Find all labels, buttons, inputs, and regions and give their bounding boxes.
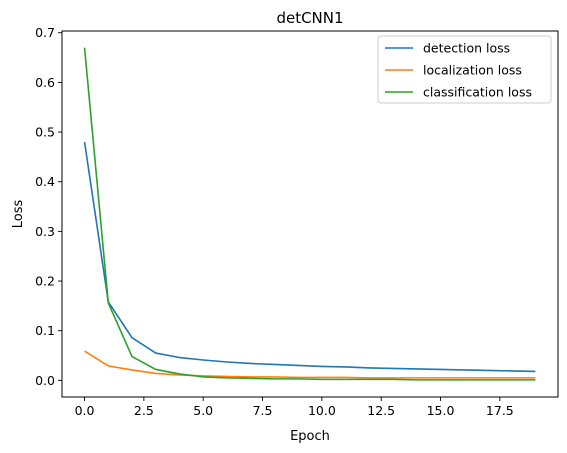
x-tick-label: 2.5 <box>134 403 154 418</box>
x-axis: 0.0 2.5 5.0 7.5 10.0 12.5 15.0 17.5 <box>75 397 514 418</box>
y-axis-title: Loss <box>11 200 26 229</box>
legend-frame <box>377 35 552 104</box>
y-tick-label: 0.6 <box>35 75 55 90</box>
legend-label-1: localization loss <box>423 63 522 78</box>
x-tick-label: 5.0 <box>193 403 213 418</box>
y-tick-label: 0.4 <box>35 174 55 189</box>
plot-frame <box>61 30 559 398</box>
x-tick-label: 17.5 <box>486 403 514 418</box>
y-tick-label: 0.3 <box>35 224 55 239</box>
x-tick-label: 0.0 <box>75 403 95 418</box>
y-tick-label: 0.5 <box>35 125 55 140</box>
x-tick-label: 12.5 <box>367 403 395 418</box>
series-line-0 <box>83 141 536 373</box>
series-layer <box>83 47 536 381</box>
x-axis-title: Epoch <box>290 429 330 444</box>
y-axis: 0.0 0.1 0.2 0.3 0.4 0.5 0.6 0.7 <box>35 25 62 388</box>
legend: detection loss localization loss classific… <box>377 35 552 104</box>
y-tick-label: 0.1 <box>35 323 55 338</box>
chart-title: detCNN1 <box>276 9 343 27</box>
y-tick-label: 0.7 <box>35 25 55 40</box>
series-line-2 <box>83 47 536 381</box>
x-tick-label: 15.0 <box>427 403 455 418</box>
legend-label-0: detection loss <box>423 41 510 56</box>
legend-label-2: classification loss <box>423 85 532 100</box>
y-tick-label: 0.0 <box>35 373 55 388</box>
x-tick-label: 10.0 <box>308 403 336 418</box>
y-tick-label: 0.2 <box>35 274 55 289</box>
series-line-1 <box>84 350 536 379</box>
x-tick-label: 7.5 <box>253 403 273 418</box>
